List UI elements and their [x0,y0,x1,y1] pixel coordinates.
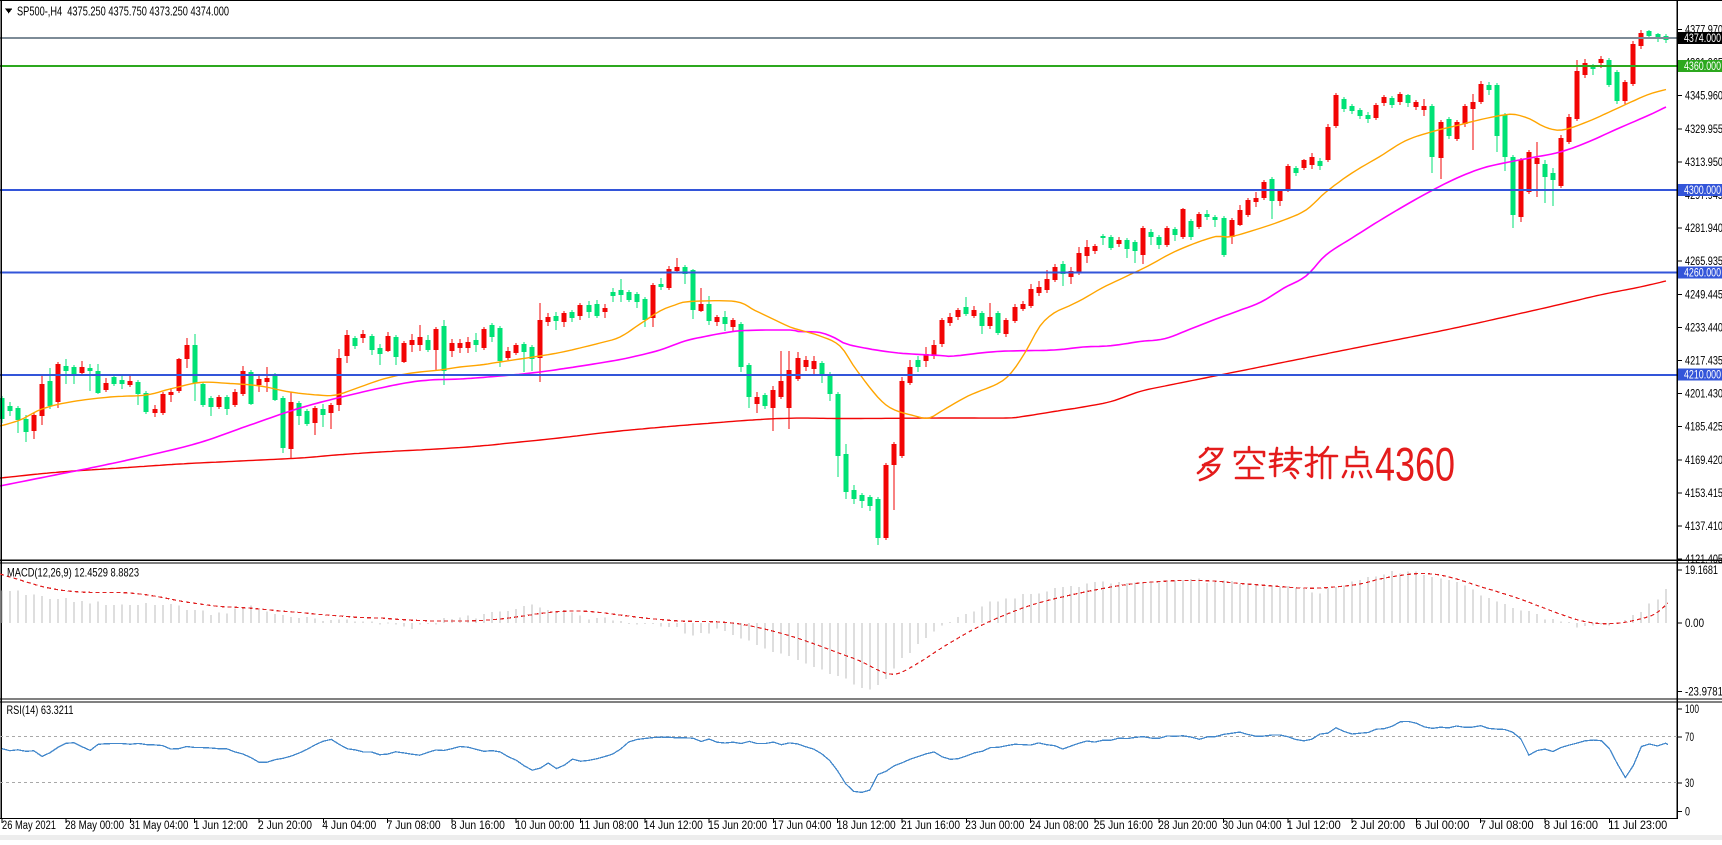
svg-text:6 Jul 00:00: 6 Jul 00:00 [1415,820,1469,832]
svg-text:28 Jun 20:00: 28 Jun 20:00 [1158,820,1217,832]
svg-text:RSI(14) 63.3211: RSI(14) 63.3211 [7,703,74,717]
svg-text:8 Jul 16:00: 8 Jul 16:00 [1544,820,1598,832]
svg-text:4249.445: 4249.445 [1685,289,1722,301]
svg-text:1 Jun 12:00: 1 Jun 12:00 [194,820,248,832]
svg-text:4169.420: 4169.420 [1685,455,1722,467]
svg-text:4260.000: 4260.000 [1684,268,1721,280]
svg-text:2 Jun 20:00: 2 Jun 20:00 [258,820,312,832]
svg-text:30 Jun 04:00: 30 Jun 04:00 [1223,820,1282,832]
svg-text:4281.940: 4281.940 [1685,223,1722,235]
svg-text:8 Jun 16:00: 8 Jun 16:00 [451,820,505,832]
svg-text:17 Jun 04:00: 17 Jun 04:00 [772,820,831,832]
svg-text:4137.410: 4137.410 [1685,521,1722,533]
svg-text:25 Jun 16:00: 25 Jun 16:00 [1094,820,1153,832]
svg-text:15 Jun 20:00: 15 Jun 20:00 [708,820,767,832]
svg-text:10 Jun 00:00: 10 Jun 00:00 [515,820,574,832]
svg-text:4360.000: 4360.000 [1684,61,1721,73]
svg-text:4201.430: 4201.430 [1685,389,1722,401]
svg-text:31 May 04:00: 31 May 04:00 [129,820,188,832]
svg-text:26 May 2021: 26 May 2021 [2,820,56,832]
svg-text:23 Jun 00:00: 23 Jun 00:00 [965,820,1024,832]
svg-text:7 Jul 08:00: 7 Jul 08:00 [1480,820,1534,832]
svg-text:0: 0 [1685,807,1690,819]
svg-text:70: 70 [1685,732,1694,744]
svg-text:4 Jun 04:00: 4 Jun 04:00 [322,820,376,832]
svg-text:-23.9781: -23.9781 [1685,687,1722,699]
svg-text:4329.955: 4329.955 [1685,124,1722,136]
svg-text:4345.960: 4345.960 [1685,91,1722,103]
svg-text:4185.425: 4185.425 [1685,422,1722,434]
svg-text:4313.950: 4313.950 [1685,157,1722,169]
svg-text:21 Jun 16:00: 21 Jun 16:00 [901,820,960,832]
svg-text:28 May 00:00: 28 May 00:00 [65,820,124,832]
svg-text:30: 30 [1685,778,1694,790]
svg-text:24 Jun 08:00: 24 Jun 08:00 [1030,820,1089,832]
svg-text:4217.435: 4217.435 [1685,356,1722,368]
svg-text:4360: 4360 [1375,438,1455,491]
svg-text:14 Jun 12:00: 14 Jun 12:00 [644,820,703,832]
svg-text:4300.000: 4300.000 [1684,185,1721,197]
svg-text:2 Jul 20:00: 2 Jul 20:00 [1351,820,1405,832]
svg-text:0.00: 0.00 [1685,618,1704,630]
svg-text:4233.440: 4233.440 [1685,322,1722,334]
svg-text:4374.000: 4374.000 [1684,33,1721,45]
svg-text:18 Jun 12:00: 18 Jun 12:00 [837,820,896,832]
svg-text:4153.415: 4153.415 [1685,488,1722,500]
svg-text:MACD(12,26,9) 12.4529 8.8823: MACD(12,26,9) 12.4529 8.8823 [7,566,139,580]
svg-text:19.1681: 19.1681 [1685,565,1718,577]
svg-text:11 Jun 08:00: 11 Jun 08:00 [580,820,639,832]
svg-text:4121.405: 4121.405 [1685,554,1722,566]
svg-text:SP500-,H4 4375.250 4375.750 4: SP500-,H4 4375.250 4375.750 4373.250 437… [17,5,229,19]
svg-text:1 Jul 12:00: 1 Jul 12:00 [1287,820,1341,832]
svg-text:11 Jul 23:00: 11 Jul 23:00 [1608,820,1667,832]
svg-text:7 Jun 08:00: 7 Jun 08:00 [387,820,441,832]
svg-text:4265.935: 4265.935 [1685,256,1722,268]
svg-text:4210.000: 4210.000 [1684,369,1721,381]
svg-text:100: 100 [1685,704,1699,716]
